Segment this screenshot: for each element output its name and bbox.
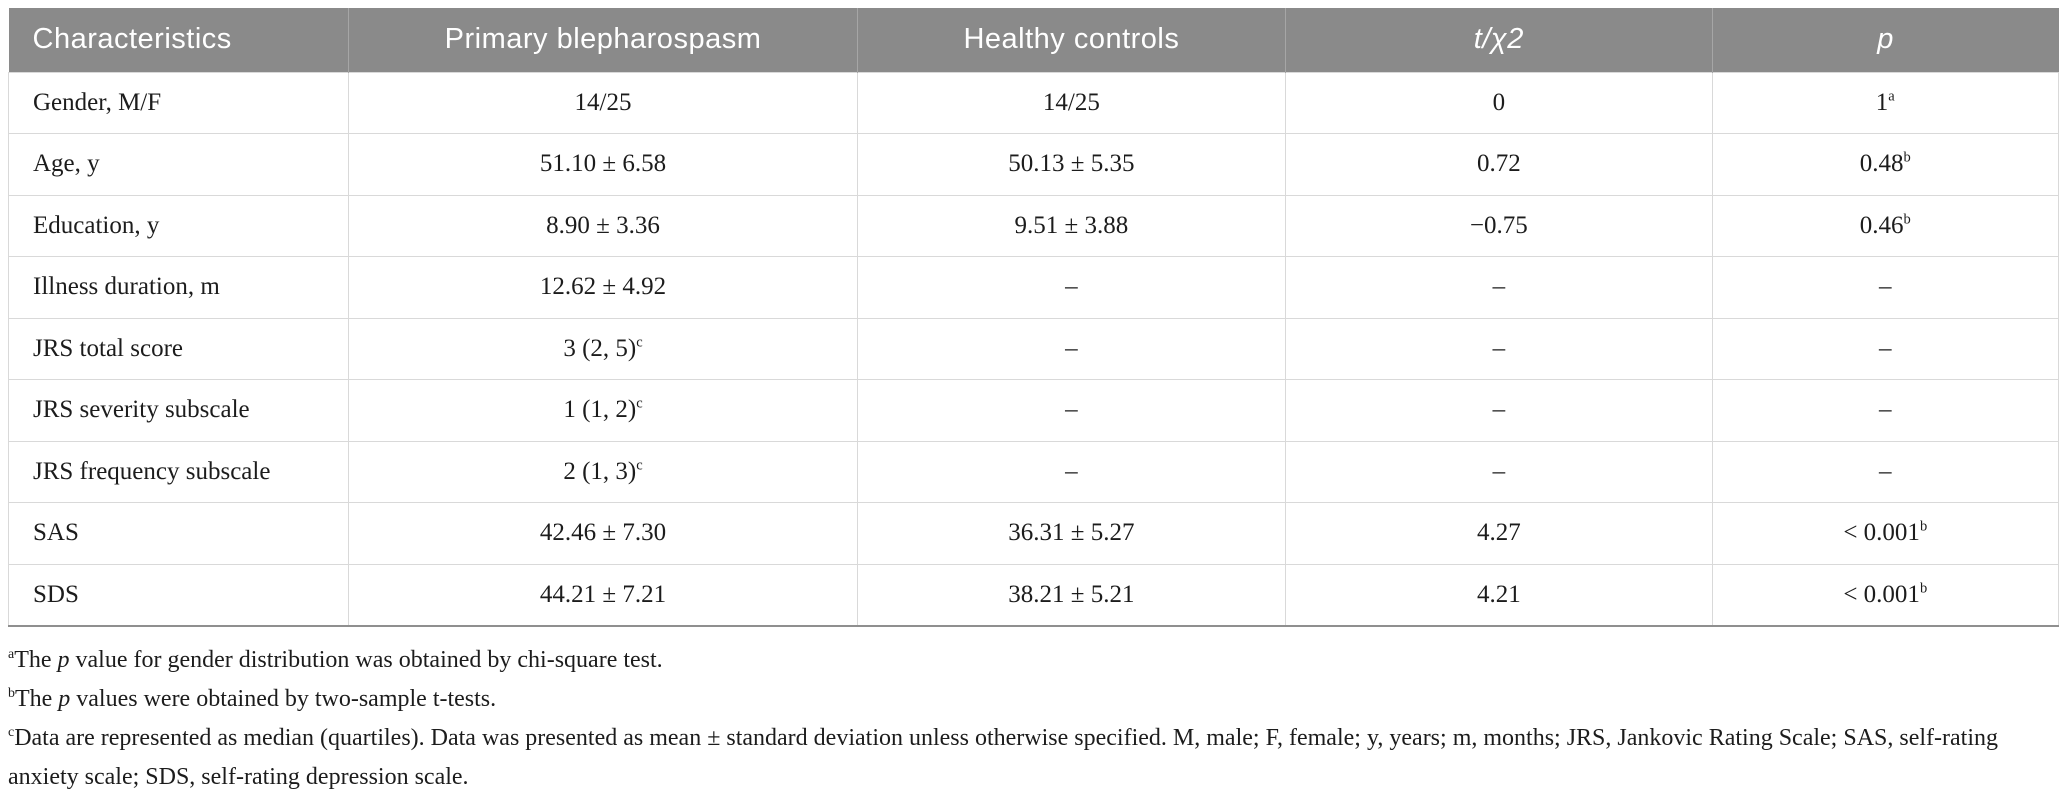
cell-p-value: 1a bbox=[1711, 71, 2060, 134]
cell-primary-blepharospasm: 1 (1, 2)c bbox=[348, 379, 858, 441]
cell-p-value: – bbox=[1711, 379, 2060, 441]
table-row-jrs-severity: JRS severity subscale 1 (1, 2)c – – – bbox=[7, 379, 2060, 441]
table-row-jrs-frequency: JRS frequency subscale 2 (1, 3)c – – – bbox=[7, 440, 2060, 503]
footnote-c: cData are represented as median (quartil… bbox=[8, 724, 1998, 790]
cell-p-value: – bbox=[1711, 317, 2060, 380]
cell-primary-blepharospasm: 44.21 ± 7.21 bbox=[348, 563, 858, 627]
cell-healthy-controls: – bbox=[856, 440, 1286, 503]
header-p-value: p bbox=[1711, 8, 2059, 72]
cell-primary-blepharospasm: 3 (2, 5)c bbox=[348, 317, 858, 380]
cell-statistic: −0.75 bbox=[1285, 194, 1713, 257]
cell-p-value: 0.46b bbox=[1711, 194, 2060, 257]
cell-healthy-controls: – bbox=[856, 317, 1286, 380]
cell-p-value: – bbox=[1711, 256, 2060, 318]
cell-statistic: – bbox=[1285, 440, 1713, 503]
cell-statistic: 0.72 bbox=[1285, 133, 1713, 195]
cell-statistic: – bbox=[1285, 317, 1713, 380]
footnote-a: aThe p value for gender distribution was… bbox=[8, 646, 663, 673]
cell-p-value: – bbox=[1711, 440, 2060, 503]
row-label: Illness duration, m bbox=[7, 256, 349, 318]
cell-healthy-controls: – bbox=[856, 256, 1286, 318]
cell-p-value: < 0.001b bbox=[1711, 563, 2060, 627]
cell-statistic: – bbox=[1285, 379, 1713, 441]
cell-primary-blepharospasm: 2 (1, 3)c bbox=[348, 440, 858, 503]
cell-primary-blepharospasm: 51.10 ± 6.58 bbox=[348, 133, 858, 195]
table-row-education: Education, y 8.90 ± 3.36 9.51 ± 3.88 −0.… bbox=[7, 194, 2060, 257]
cell-healthy-controls: 14/25 bbox=[856, 71, 1286, 134]
table-row-gender: Gender, M/F 14/25 14/25 0 1a bbox=[7, 71, 2060, 134]
header-characteristics: Characteristics bbox=[8, 8, 349, 72]
row-label: JRS frequency subscale bbox=[7, 440, 349, 503]
cell-p-value: < 0.001b bbox=[1711, 502, 2060, 564]
cell-p-value: 0.48b bbox=[1711, 133, 2060, 195]
row-label: SAS bbox=[7, 502, 349, 564]
cell-primary-blepharospasm: 42.46 ± 7.30 bbox=[348, 502, 858, 564]
table-footnotes: aThe p value for gender distribution was… bbox=[8, 641, 2059, 797]
cell-healthy-controls: – bbox=[856, 379, 1286, 441]
cell-healthy-controls: 36.31 ± 5.27 bbox=[856, 502, 1286, 564]
cell-primary-blepharospasm: 14/25 bbox=[348, 71, 858, 134]
cell-statistic: – bbox=[1285, 256, 1713, 318]
table-row-sds: SDS 44.21 ± 7.21 38.21 ± 5.21 4.21 < 0.0… bbox=[7, 563, 2060, 627]
cell-healthy-controls: 38.21 ± 5.21 bbox=[856, 563, 1286, 627]
row-label: SDS bbox=[7, 563, 349, 627]
header-healthy-controls: Healthy controls bbox=[856, 8, 1286, 72]
row-label: JRS total score bbox=[7, 317, 349, 380]
header-statistic: t/χ2 bbox=[1285, 8, 1713, 72]
cell-statistic: 4.21 bbox=[1285, 563, 1713, 627]
row-label: Gender, M/F bbox=[7, 71, 349, 134]
footnote-b: bThe p values were obtained by two-sampl… bbox=[8, 685, 497, 712]
cell-primary-blepharospasm: 12.62 ± 4.92 bbox=[348, 256, 858, 318]
row-label: Education, y bbox=[7, 194, 349, 257]
cell-healthy-controls: 50.13 ± 5.35 bbox=[856, 133, 1286, 195]
cell-primary-blepharospasm: 8.90 ± 3.36 bbox=[348, 194, 858, 257]
table-row-illness-duration: Illness duration, m 12.62 ± 4.92 – – – bbox=[7, 256, 2060, 318]
cell-statistic: 0 bbox=[1285, 71, 1713, 134]
cell-statistic: 4.27 bbox=[1285, 502, 1713, 564]
characteristics-table: Characteristics Primary blepharospasm He… bbox=[7, 8, 2060, 627]
row-label: Age, y bbox=[7, 133, 349, 195]
table-header-row: Characteristics Primary blepharospasm He… bbox=[8, 8, 2059, 72]
row-label: JRS severity subscale bbox=[7, 379, 349, 441]
header-primary-blepharospasm: Primary blepharospasm bbox=[348, 8, 858, 72]
table-row-sas: SAS 42.46 ± 7.30 36.31 ± 5.27 4.27 < 0.0… bbox=[7, 502, 2060, 564]
characteristics-table-container: Characteristics Primary blepharospasm He… bbox=[7, 8, 2060, 627]
table-row-age: Age, y 51.10 ± 6.58 50.13 ± 5.35 0.72 0.… bbox=[7, 133, 2060, 195]
table-row-jrs-total: JRS total score 3 (2, 5)c – – – bbox=[7, 317, 2060, 380]
cell-healthy-controls: 9.51 ± 3.88 bbox=[856, 194, 1286, 257]
